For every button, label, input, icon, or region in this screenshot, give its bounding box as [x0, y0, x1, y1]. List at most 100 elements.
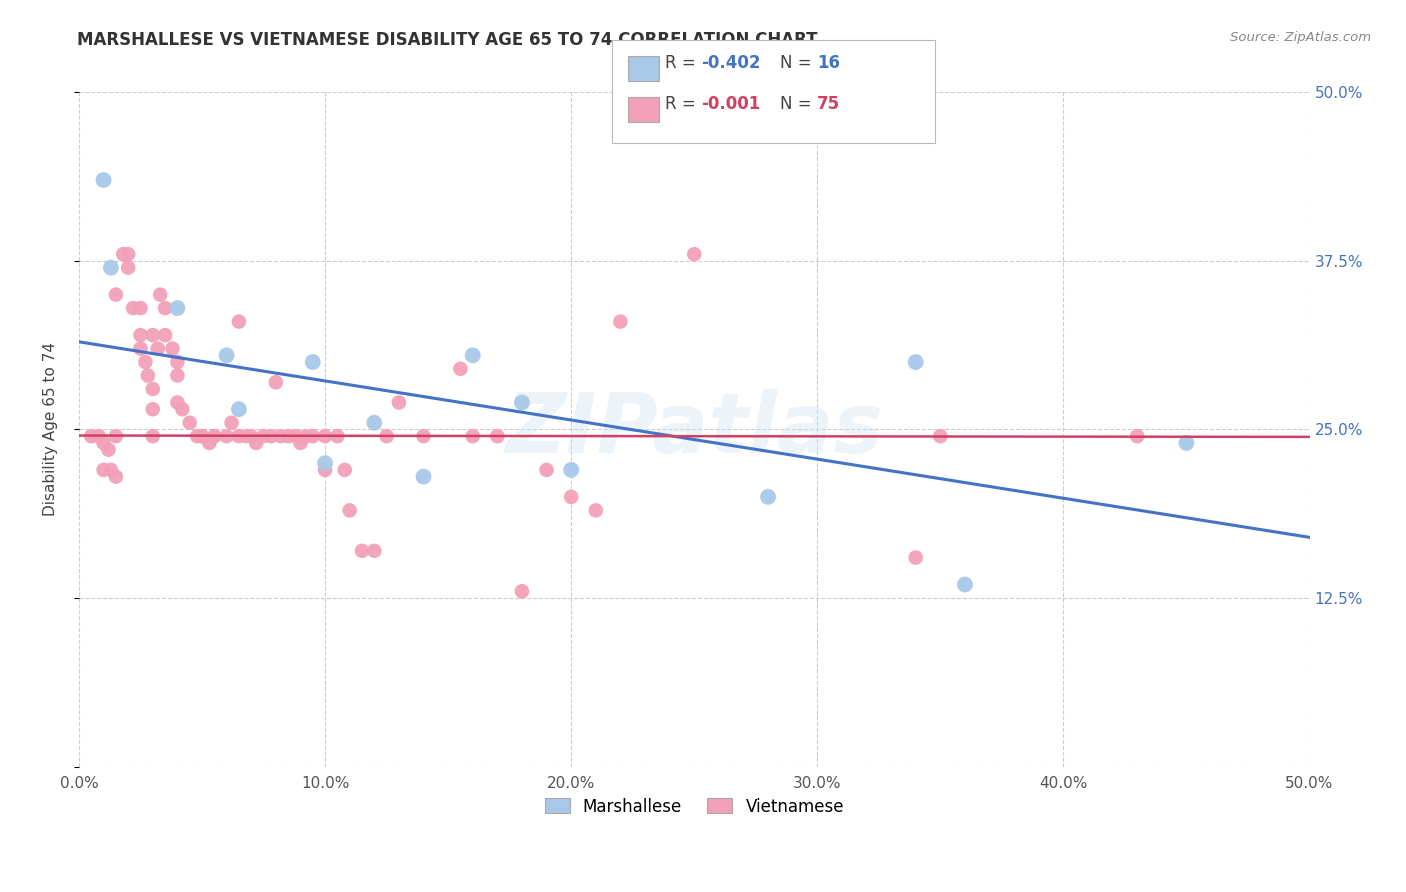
Point: [97, 442, 120, 457]
Point: [191, 429, 214, 443]
Point: [142, 429, 165, 443]
Point: [333, 463, 356, 477]
Point: [388, 395, 411, 409]
Point: [412, 429, 434, 443]
Point: [277, 429, 299, 443]
Point: [142, 328, 165, 343]
Point: [221, 416, 243, 430]
Point: [252, 429, 274, 443]
Point: [314, 429, 336, 443]
Text: -0.402: -0.402: [702, 54, 761, 72]
Point: [149, 287, 172, 301]
Point: [284, 429, 307, 443]
Point: [129, 342, 152, 356]
Point: [228, 315, 250, 329]
Point: [1126, 429, 1149, 443]
Point: [756, 490, 779, 504]
Text: R =: R =: [665, 95, 702, 113]
Point: [904, 355, 927, 369]
Text: Source: ZipAtlas.com: Source: ZipAtlas.com: [1230, 31, 1371, 45]
Point: [683, 247, 706, 261]
Point: [375, 429, 398, 443]
Legend: Marshallese, Vietnamese: Marshallese, Vietnamese: [538, 791, 851, 822]
Point: [202, 429, 225, 443]
Point: [449, 361, 471, 376]
Point: [240, 429, 263, 443]
Point: [93, 463, 115, 477]
Point: [166, 355, 188, 369]
Point: [461, 348, 484, 362]
Point: [172, 402, 194, 417]
Text: N =: N =: [780, 95, 817, 113]
Point: [264, 376, 287, 390]
Text: 75: 75: [817, 95, 839, 113]
Text: N =: N =: [780, 54, 817, 72]
Point: [186, 429, 208, 443]
Point: [100, 260, 122, 275]
Point: [953, 577, 976, 591]
Point: [136, 368, 159, 383]
Point: [129, 328, 152, 343]
Point: [112, 247, 135, 261]
Point: [162, 342, 184, 356]
Point: [202, 429, 225, 443]
Point: [142, 382, 165, 396]
Text: -0.001: -0.001: [702, 95, 761, 113]
Point: [412, 469, 434, 483]
Point: [363, 416, 385, 430]
Point: [104, 469, 127, 483]
Point: [245, 436, 267, 450]
Point: [510, 395, 533, 409]
Point: [270, 429, 292, 443]
Point: [326, 429, 349, 443]
Point: [235, 429, 257, 443]
Point: [93, 436, 115, 450]
Point: [129, 301, 152, 315]
Point: [228, 429, 250, 443]
Point: [153, 328, 176, 343]
Point: [104, 429, 127, 443]
Point: [314, 463, 336, 477]
Point: [486, 429, 509, 443]
Point: [93, 173, 115, 187]
Point: [80, 429, 103, 443]
Point: [363, 544, 385, 558]
Point: [179, 416, 201, 430]
Point: [215, 429, 238, 443]
Point: [87, 429, 110, 443]
Y-axis label: Disability Age 65 to 74: Disability Age 65 to 74: [44, 343, 58, 516]
Point: [122, 301, 145, 315]
Point: [134, 355, 156, 369]
Point: [215, 348, 238, 362]
Point: [536, 463, 558, 477]
Point: [560, 463, 582, 477]
Point: [609, 315, 631, 329]
Point: [100, 463, 122, 477]
Text: MARSHALLESE VS VIETNAMESE DISABILITY AGE 65 TO 74 CORRELATION CHART: MARSHALLESE VS VIETNAMESE DISABILITY AGE…: [77, 31, 818, 49]
Point: [117, 260, 139, 275]
Point: [198, 436, 221, 450]
Point: [301, 429, 323, 443]
Point: [290, 436, 312, 450]
Text: 16: 16: [817, 54, 839, 72]
Point: [929, 429, 952, 443]
Point: [560, 490, 582, 504]
Point: [294, 429, 316, 443]
Point: [585, 503, 607, 517]
Point: [153, 301, 176, 315]
Point: [510, 584, 533, 599]
Point: [166, 301, 188, 315]
Point: [166, 368, 188, 383]
Point: [461, 429, 484, 443]
Point: [117, 247, 139, 261]
Point: [228, 402, 250, 417]
Point: [104, 287, 127, 301]
Point: [260, 429, 283, 443]
Point: [314, 456, 336, 470]
Text: R =: R =: [665, 54, 702, 72]
Text: ZIPatlas: ZIPatlas: [505, 389, 883, 470]
Point: [142, 402, 165, 417]
Point: [1175, 436, 1198, 450]
Point: [146, 342, 169, 356]
Point: [350, 544, 373, 558]
